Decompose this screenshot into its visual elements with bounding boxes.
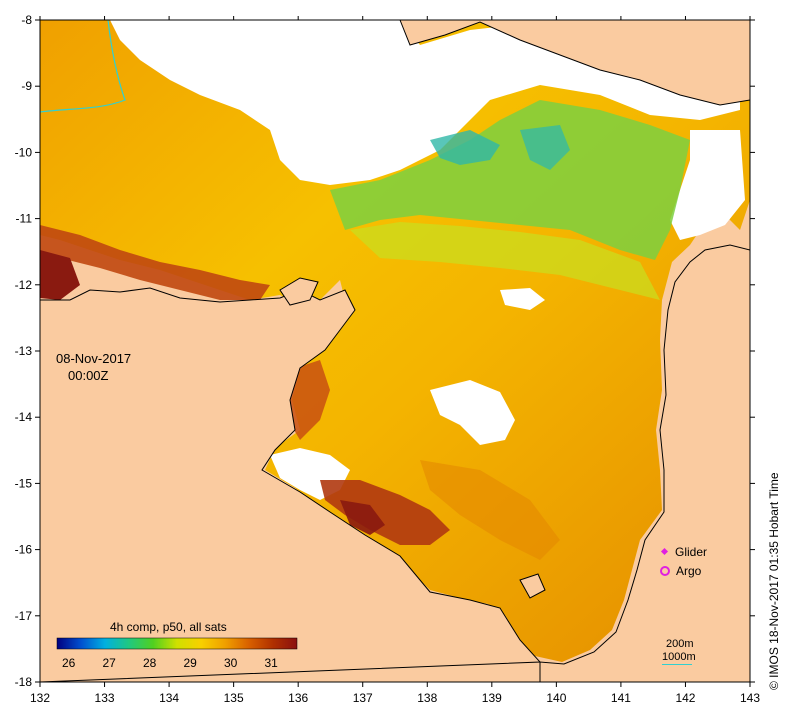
lat-tick-label: -11	[16, 212, 33, 226]
map-area	[40, 20, 750, 682]
depth-1000-label: 1000m	[662, 651, 696, 663]
land-arnhem	[40, 287, 542, 682]
colorbar-tick-label: 29	[183, 656, 197, 670]
legend-argo: Argo	[660, 561, 707, 580]
colorbar-tick-label: 26	[62, 656, 76, 670]
cool-band-blue-2	[520, 125, 570, 170]
lon-tick-label: 139	[482, 691, 502, 705]
colorbar	[56, 637, 298, 650]
colorbar-tick-label: 27	[102, 656, 116, 670]
legend-glider-label: Glider	[675, 544, 708, 559]
lat-tick-label: -13	[15, 344, 33, 358]
lon-tick-label: 143	[740, 691, 760, 705]
marker-legend: Glider Argo	[660, 542, 707, 580]
glider-marker-icon	[660, 547, 669, 556]
lon-tick-label: 141	[611, 691, 631, 705]
timestamp-date: 08-Nov-2017	[56, 351, 132, 366]
land-png	[399, 20, 750, 106]
warm-gulf-w	[288, 360, 330, 440]
argo-marker-icon	[660, 565, 670, 576]
land-island-2	[519, 573, 546, 599]
colorbar-tick-label: 30	[224, 656, 238, 670]
lon-tick-label: 134	[159, 691, 179, 705]
latitude-axis: -8 -9 -10 -11 -12 -13 -14 -15 -16 -17 -18	[15, 13, 755, 689]
colorbar-tick-label: 28	[143, 656, 157, 670]
cool-band-blue	[430, 130, 500, 165]
lat-tick-label: -9	[21, 79, 32, 93]
lon-tick-label: 136	[288, 691, 308, 705]
timestamp-time: 00:00Z	[68, 368, 109, 383]
longitude-axis: 132 133 134 135 136 137 138 139 140 141 142 143	[30, 16, 760, 705]
warm-gulf-sw	[320, 480, 450, 545]
colorbar-tick-label: 31	[264, 656, 278, 670]
lon-tick-label: 138	[417, 691, 437, 705]
cloud-gulf-3	[500, 288, 545, 310]
warm-coastal-north	[40, 225, 270, 300]
warm-gulf-sw-deep	[340, 500, 385, 535]
warm-gulf-east	[420, 460, 560, 560]
warm-coastal-deep	[40, 250, 80, 300]
lon-tick-label: 142	[675, 691, 695, 705]
depth-contour-swatch	[662, 664, 692, 665]
lat-tick-label: -12	[15, 278, 33, 292]
timestamp: 08-Nov-2017 00:00Z	[56, 350, 131, 384]
cool-band	[330, 100, 690, 260]
legend-argo-label: Argo	[676, 563, 702, 578]
lat-tick-label: -17	[15, 609, 33, 623]
depth-legend: 200m 1000m	[662, 638, 696, 665]
credit-text: © IMOS 18-Nov-2017 01:35 Hobart Time	[767, 472, 781, 690]
cloud-east	[670, 130, 745, 240]
lon-tick-label: 137	[353, 691, 373, 705]
lon-tick-label: 133	[95, 691, 115, 705]
lat-tick-label: -16	[15, 543, 33, 557]
lat-tick-label: -8	[21, 13, 32, 27]
colorbar-title: 4h comp, p50, all sats	[110, 620, 227, 634]
lat-tick-label: -15	[15, 476, 33, 490]
depth-contour	[40, 20, 126, 113]
depth-200-label: 200m	[666, 638, 694, 650]
land-cape-york	[539, 244, 750, 682]
lon-tick-label: 140	[546, 691, 566, 705]
lat-tick-label: -14	[15, 410, 33, 424]
cloud-gulf-1	[430, 380, 515, 445]
lon-tick-label: 135	[224, 691, 244, 705]
lon-tick-label: 132	[30, 691, 50, 705]
cool-band-yellow	[350, 222, 660, 300]
lat-tick-label: -10	[15, 145, 33, 159]
land-island	[279, 277, 319, 306]
legend-glider: Glider	[660, 542, 707, 561]
lat-tick-label: -18	[15, 675, 33, 689]
